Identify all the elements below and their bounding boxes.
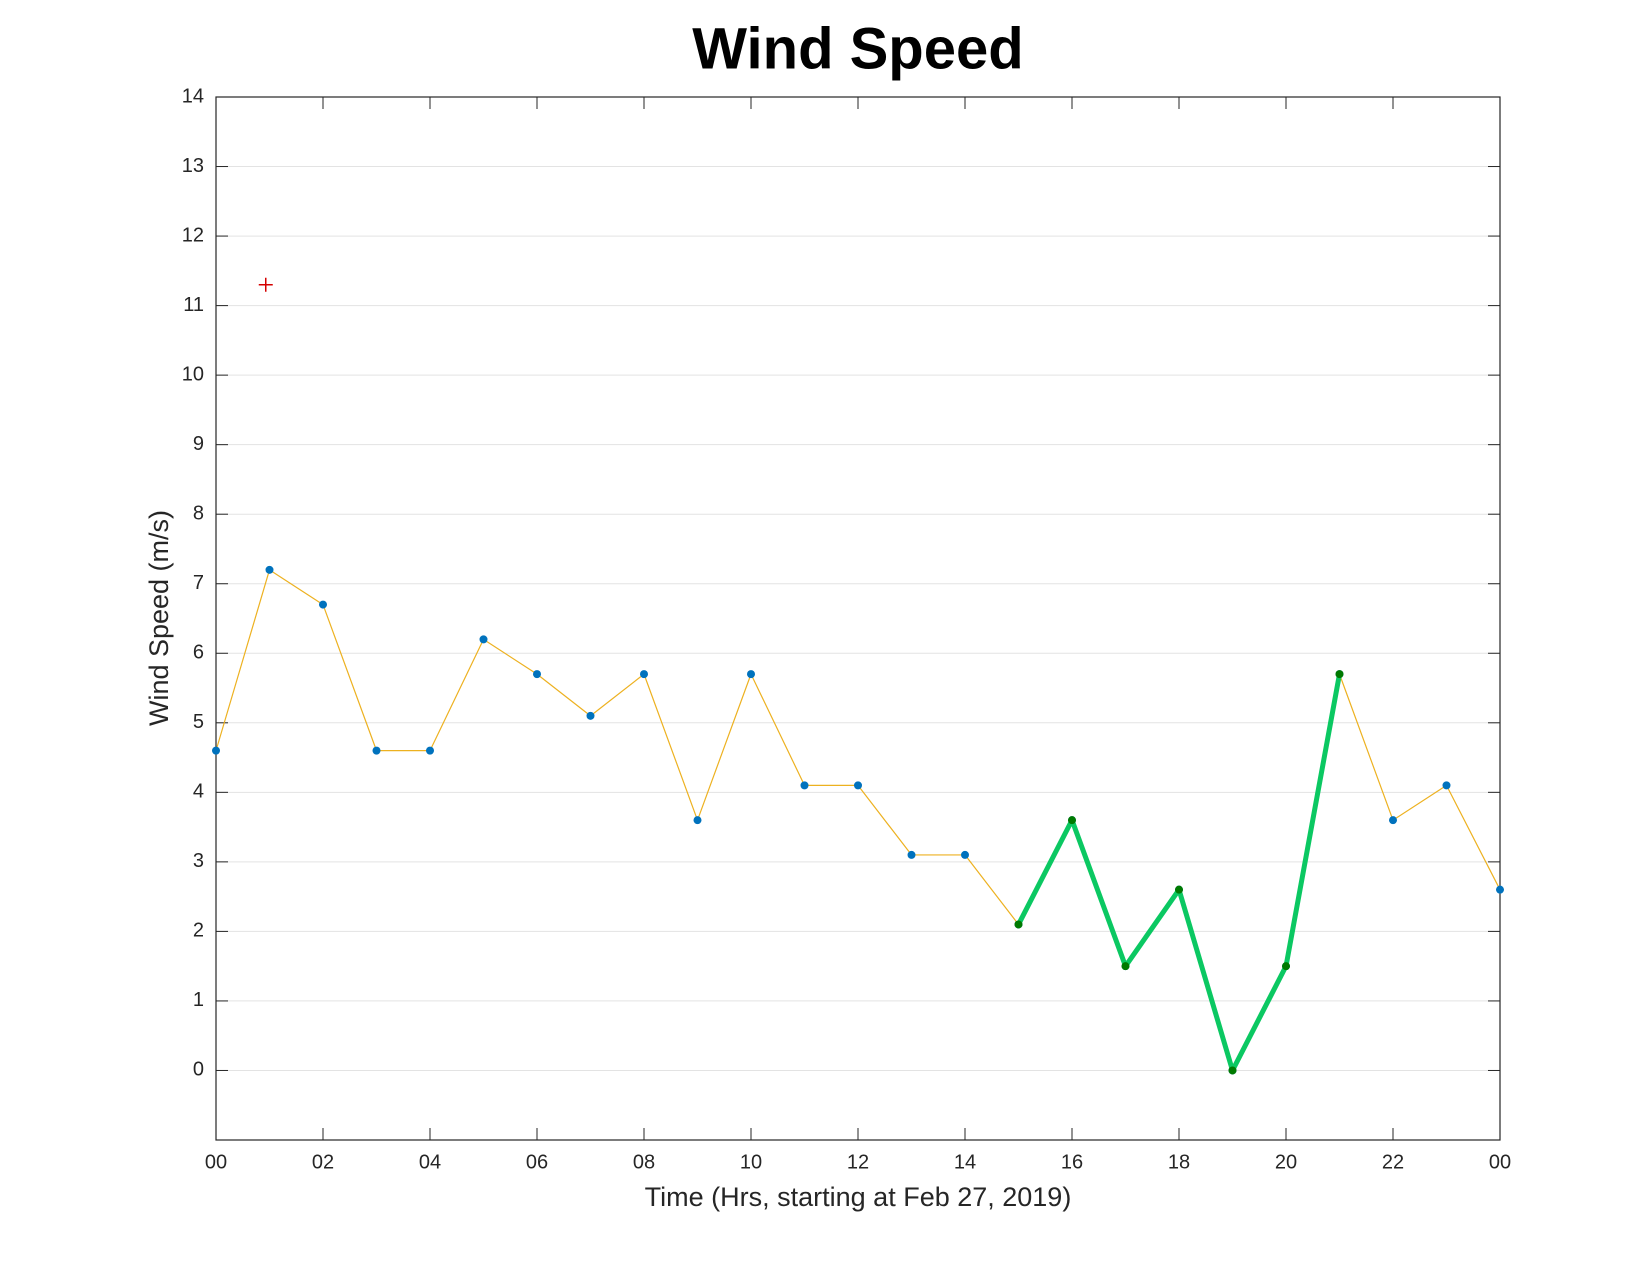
x-tick-label: 14 <box>954 1151 976 1173</box>
y-axis-label: Wind Speed (m/s) <box>144 510 174 726</box>
plus-marker <box>258 277 273 292</box>
data-point <box>800 781 809 790</box>
x-tick-label: 18 <box>1168 1151 1190 1173</box>
data-point <box>1389 816 1397 825</box>
y-tick-label: 6 <box>193 642 204 664</box>
data-point <box>1175 885 1183 894</box>
data-point <box>479 635 488 644</box>
data-point <box>640 670 648 679</box>
chart-title: Wind Speed <box>692 16 1023 81</box>
data-point <box>586 711 595 720</box>
y-tick-label: 14 <box>182 85 204 107</box>
y-tick-label: 8 <box>193 502 204 524</box>
data-point <box>1014 920 1023 929</box>
data-point <box>907 850 916 859</box>
y-tick-label: 0 <box>193 1059 204 1081</box>
y-tick-label: 4 <box>193 781 204 803</box>
x-tick-label: 20 <box>1275 1151 1297 1173</box>
y-tick-label: 5 <box>193 711 204 733</box>
y-tick-label: 3 <box>193 850 204 872</box>
data-point <box>1068 816 1076 825</box>
data-point <box>1121 962 1130 971</box>
data-point <box>1335 670 1344 679</box>
x-tick-label: 08 <box>633 1151 655 1173</box>
x-tick-label: 12 <box>847 1151 869 1173</box>
y-tick-label: 11 <box>183 294 204 316</box>
y-tick-label: 13 <box>182 155 204 177</box>
y-tick-label: 10 <box>182 363 204 385</box>
data-point <box>1442 781 1451 790</box>
data-point <box>1228 1066 1237 1075</box>
x-tick-label: 10 <box>740 1151 762 1173</box>
data-point <box>372 746 381 755</box>
data-point <box>693 816 702 825</box>
data-point <box>1496 885 1504 894</box>
y-tick-label: 2 <box>193 920 204 942</box>
data-point <box>533 670 541 679</box>
data-point <box>319 600 327 609</box>
data-point <box>212 746 220 755</box>
x-tick-label: 00 <box>205 1151 227 1173</box>
data-point <box>961 850 969 859</box>
x-axis-label: Time (Hrs, starting at Feb 27, 2019) <box>645 1182 1072 1212</box>
plot-frame <box>215 96 1501 1141</box>
data-point <box>1282 962 1290 971</box>
x-tick-label: 06 <box>526 1151 548 1173</box>
y-tick-label: 12 <box>182 224 204 246</box>
x-tick-label: 00 <box>1489 1151 1511 1173</box>
data-point <box>426 746 434 755</box>
x-tick-label: 02 <box>312 1151 334 1173</box>
y-tick-label: 9 <box>193 433 204 455</box>
y-tick-label: 7 <box>193 572 204 594</box>
data-point <box>747 670 755 679</box>
y-tick-label: 1 <box>193 989 204 1011</box>
x-tick-label: 16 <box>1061 1151 1083 1173</box>
data-point <box>854 781 862 790</box>
x-tick-label: 22 <box>1382 1151 1404 1173</box>
x-tick-label: 04 <box>419 1151 441 1173</box>
data-point <box>265 565 274 574</box>
